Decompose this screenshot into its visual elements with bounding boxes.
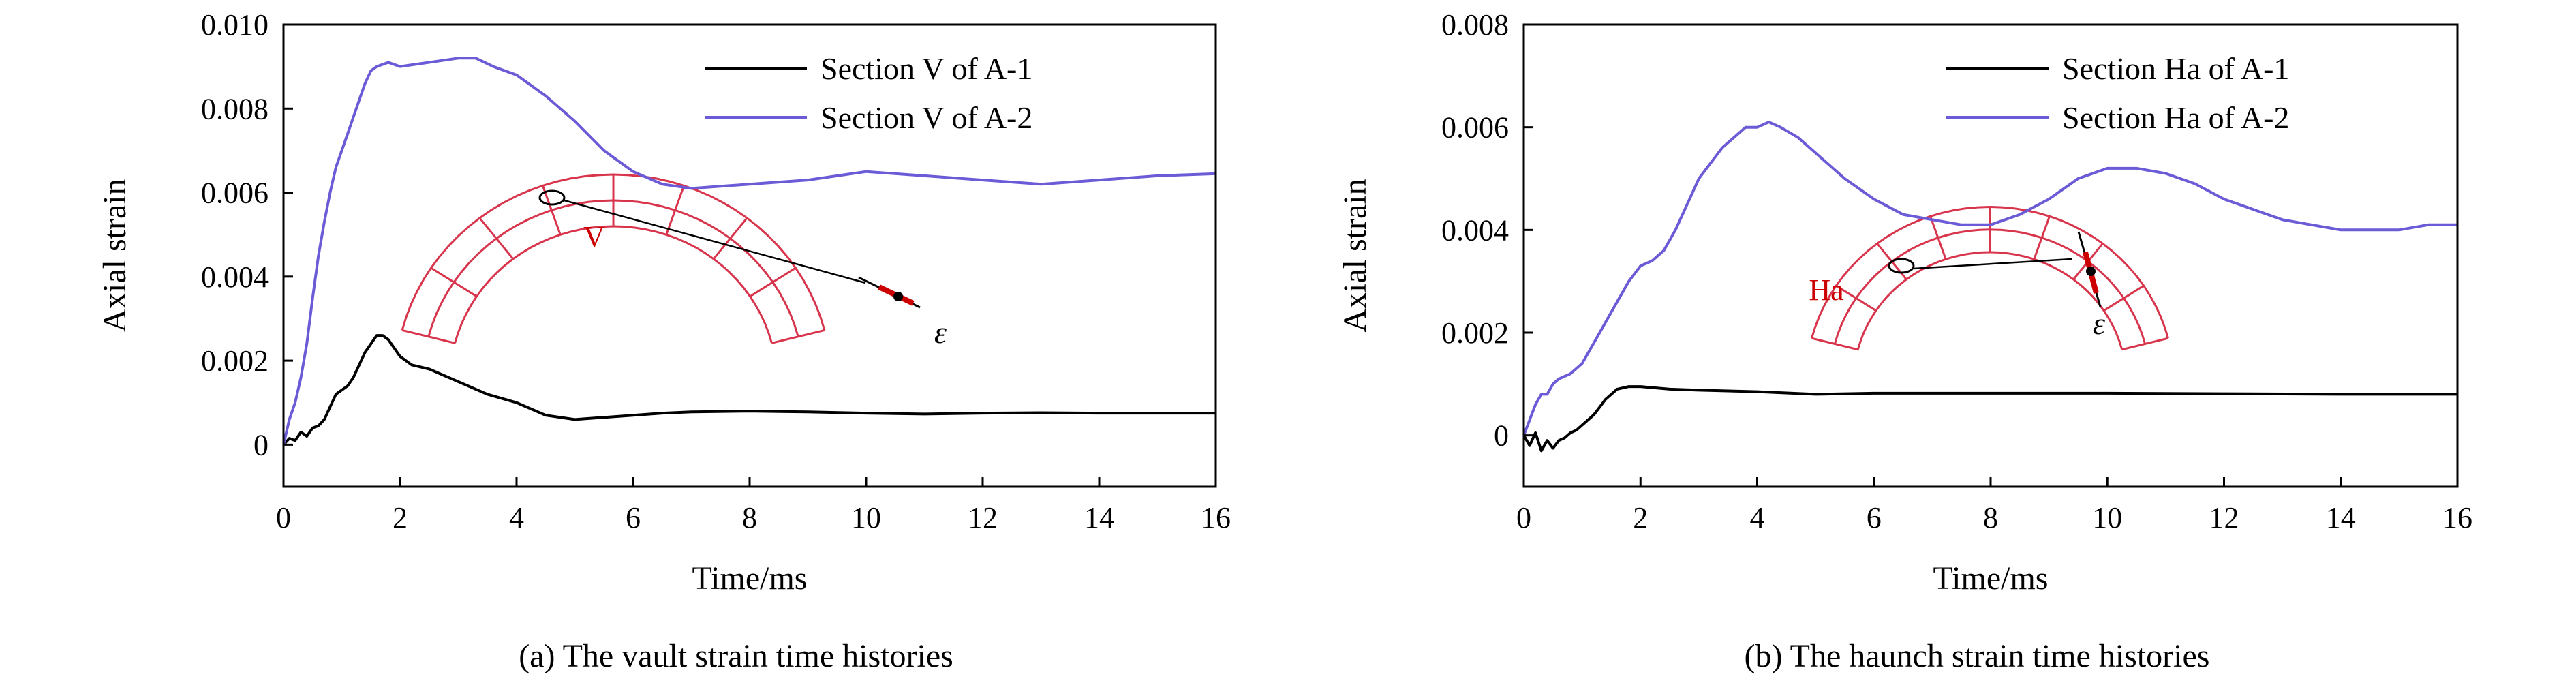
- arch-inset: Vε: [401, 173, 947, 350]
- x-tick-label: 10: [2092, 501, 2122, 534]
- panel-caption: (b) The haunch strain time histories: [1745, 638, 2210, 674]
- x-tick-label: 4: [1750, 501, 1765, 534]
- arch-mesh-ring: [1811, 205, 2169, 339]
- y-tick-label: 0: [1494, 419, 1509, 453]
- legend-entry: Section V of A-1: [821, 51, 1032, 86]
- series-line-1: [1522, 385, 2457, 453]
- y-axis-label: Axial strain: [1337, 179, 1373, 332]
- y-tick-label: 0.004: [1441, 213, 1509, 247]
- y-tick-label: 0.002: [201, 344, 269, 378]
- arch-mesh-radial: [771, 329, 825, 344]
- legend: Section Ha of A-1 Section Ha of A-2: [1946, 51, 2289, 135]
- section-marker-ellipse: [1888, 258, 1915, 274]
- y-tick-label: 0.006: [201, 177, 269, 210]
- strain-symbol: ε: [2093, 306, 2106, 341]
- x-tick-label: 8: [742, 501, 757, 534]
- section-label: Ha: [1809, 273, 1843, 307]
- chart-panel-vault: Vε 0 2 4 6 8 10 12 14 16 0 0.002 0.004 0.006 0.008 0.01…: [97, 8, 1231, 674]
- x-tick-label: 10: [851, 501, 881, 534]
- x-tick-label: 0: [1516, 501, 1531, 534]
- series-line-1: [282, 334, 1216, 446]
- x-tick-label: 12: [2209, 501, 2239, 534]
- x-tick-label: 2: [393, 501, 408, 534]
- x-tick-label: 6: [1867, 501, 1882, 534]
- arch-mesh-ring: [1833, 228, 2147, 344]
- strain-symbol: ε: [934, 315, 947, 350]
- arch-inset: Ha ε: [1809, 205, 2169, 351]
- section-leader-line: [1913, 258, 2072, 270]
- arch-mesh-ring: [427, 199, 799, 337]
- arch-mesh-ring: [454, 225, 773, 344]
- legend-entry: Section Ha of A-2: [2062, 100, 2289, 135]
- panel-caption: (a) The vault strain time histories: [519, 638, 953, 674]
- x-tick-label: 8: [1983, 501, 1998, 534]
- strain-gauge-dot: [893, 292, 903, 301]
- x-axis-label: Time/ms: [1933, 560, 2049, 596]
- chart-panel-haunch: Ha ε 0 2 4 6 8 10 12 14 16 0 0.002 0.004 0.006 0.008 Tim…: [1337, 8, 2472, 674]
- y-axis-label: Axial strain: [97, 179, 133, 332]
- y-tick-label: 0.002: [1441, 316, 1509, 350]
- legend: Section V of A-1 Section V of A-2: [705, 51, 1032, 135]
- x-tick-label: 4: [509, 501, 524, 534]
- series-line-2: [1522, 121, 2457, 436]
- x-tick-label: 14: [2326, 501, 2356, 534]
- y-tick-label: 0.010: [201, 8, 269, 42]
- strain-gauge-dot: [2086, 267, 2096, 276]
- arch-mesh-ring: [401, 173, 826, 331]
- x-tick-label: 16: [1201, 501, 1231, 534]
- x-tick-label: 2: [1633, 501, 1648, 534]
- arch-mesh-radial: [401, 329, 455, 344]
- legend-entry: Section Ha of A-1: [2062, 51, 2289, 86]
- series-line-2: [282, 57, 1216, 445]
- y-tick-label: 0.006: [1441, 111, 1509, 145]
- y-tick-label: 0: [254, 428, 269, 461]
- section-marker-ellipse: [538, 189, 566, 206]
- section-label: V: [583, 220, 605, 254]
- y-tick-label: 0.004: [201, 260, 269, 294]
- legend-entry: Section V of A-2: [821, 100, 1032, 135]
- x-tick-label: 0: [276, 501, 291, 534]
- x-tick-label: 14: [1084, 501, 1114, 534]
- section-leader-line: [564, 199, 866, 284]
- x-axis-label: Time/ms: [692, 560, 808, 596]
- x-tick-label: 16: [2442, 501, 2472, 534]
- y-tick-label: 0.008: [201, 92, 269, 125]
- x-tick-label: 12: [968, 501, 998, 534]
- y-tick-label: 0.008: [1441, 8, 1509, 42]
- x-tick-label: 6: [626, 501, 641, 534]
- arch-mesh-ring: [1856, 251, 2123, 350]
- plot-frame: [1522, 23, 2459, 488]
